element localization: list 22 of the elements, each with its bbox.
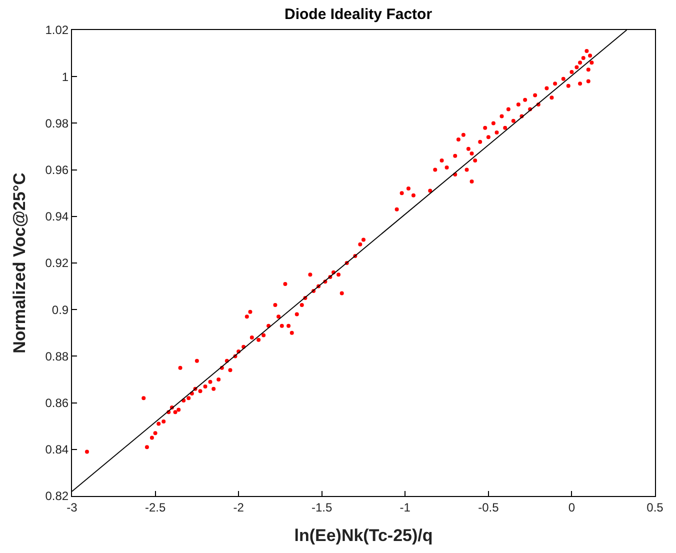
chart-title: Diode Ideality Factor [284, 6, 432, 23]
y-tick-label: 0.9 [52, 302, 69, 317]
y-tick-label: 0.86 [45, 396, 69, 410]
x-tick-label: -2.5 [144, 500, 166, 514]
y-tick-label: 0.94 [45, 210, 69, 224]
y-tick-label: 0.82 [45, 489, 69, 504]
x-tick-label: -0.5 [478, 500, 500, 514]
y-tick-label: 1.02 [45, 23, 69, 38]
y-tick-label: 0.92 [45, 256, 69, 270]
y-tick-label: 0.88 [45, 349, 69, 364]
x-tick-label: -2 [233, 500, 244, 514]
x-axis-title: ln(Ee)Nk(Tc-25)/q [294, 526, 433, 545]
y-tick-label: 0.84 [45, 442, 69, 457]
y-tick-label: 0.96 [45, 163, 69, 177]
x-tick-label: -1.5 [312, 500, 333, 514]
x-tick-label: 0.5 [646, 500, 664, 514]
y-tick-label: 0.98 [45, 116, 69, 130]
y-axis-title: Normalized Voc@25°C [10, 172, 29, 354]
x-tick-label: -1 [400, 500, 411, 514]
y-tick-label: 1 [62, 70, 69, 84]
x-tick-label: -3 [66, 500, 78, 514]
x-tick-label: 0 [568, 500, 576, 514]
